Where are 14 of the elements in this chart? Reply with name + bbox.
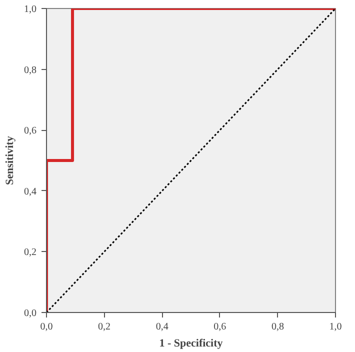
x-tick-label: 0,6: [214, 322, 226, 332]
y-tick-label: 0,0: [24, 308, 36, 319]
x-axis-title: 1 - Specificity: [159, 338, 224, 350]
y-tick-label: 0,6: [24, 126, 36, 137]
y-tick-label: 1,0: [24, 4, 36, 15]
x-tick-label: 0,0: [40, 322, 53, 332]
x-tick-label: 1,0: [329, 322, 342, 332]
x-tick-label: 0,8: [271, 322, 284, 332]
x-tick-label: 0,2: [98, 322, 111, 332]
y-axis-title: Sensitivity: [4, 136, 16, 185]
y-tick-label: 0,8: [24, 64, 36, 76]
y-tick-label: 0,2: [24, 247, 36, 258]
x-tick-label: 0,4: [156, 322, 168, 332]
y-tick-label: 0,4: [24, 186, 36, 198]
